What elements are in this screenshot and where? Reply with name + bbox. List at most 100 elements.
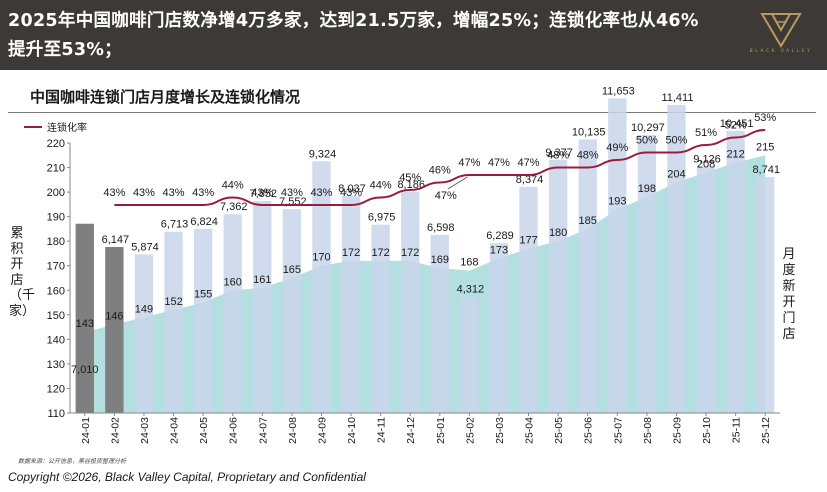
logo-text: BLACK VALLEY — [749, 49, 813, 54]
monthly-bar — [371, 224, 390, 413]
x-tick-label: 24-12 — [405, 417, 417, 444]
x-tick-label: 25-08 — [642, 417, 654, 444]
monthly-bar — [489, 243, 509, 413]
monthly-value-label: 9,377 — [545, 147, 573, 159]
y-tick-label: 120 — [47, 383, 65, 395]
chain-rate-label: 43% — [103, 187, 125, 199]
y-tick-label: 160 — [47, 285, 65, 297]
cumulative-value-label: 155 — [194, 289, 212, 301]
monthly-bar — [75, 223, 94, 413]
cumulative-value-label: 212 — [726, 149, 744, 161]
chain-rate-label: 47% — [458, 157, 480, 169]
cumulative-value-label: 172 — [371, 247, 389, 259]
copyright: Copyright ©2026, Black Valley Capital, P… — [8, 470, 366, 484]
x-tick-label: 24-10 — [346, 417, 358, 444]
chain-rate-label: 48% — [547, 150, 569, 162]
monthly-value-label: 10,451 — [720, 118, 754, 130]
x-tick-label: 25-12 — [760, 417, 772, 444]
cumulative-value-label: 180 — [549, 227, 567, 239]
x-tick-label: 25-09 — [671, 417, 683, 444]
chain-rate-label: 52% — [725, 120, 747, 132]
monthly-value-label: 6,824 — [190, 216, 218, 228]
x-tick-label: 24-05 — [198, 417, 210, 444]
x-tick-label: 25-10 — [701, 417, 713, 444]
x-tick-label: 25-04 — [524, 417, 536, 444]
headline: 2025年中国咖啡门店数净增4万多家，达到21.5万家，增幅25%；连锁化率也从… — [8, 11, 699, 60]
monthly-value-label: 6,147 — [102, 234, 130, 246]
y-tick-label: 140 — [47, 334, 65, 346]
monthly-value-label: 6,289 — [486, 230, 514, 242]
cumulative-value-label: 146 — [105, 311, 123, 323]
cumulative-area — [84, 155, 766, 414]
x-tick-label: 24-07 — [257, 417, 269, 444]
y-tick-label: 190 — [47, 212, 65, 224]
header-banner: 2025年中国咖啡门店数净增4万多家，达到21.5万家，增幅25%；连锁化率也从… — [0, 0, 827, 70]
chain-rate-label: 43% — [133, 187, 155, 199]
y-tick-label: 180 — [47, 236, 65, 248]
monthly-value-label: 6,713 — [161, 219, 189, 231]
cumulative-value-label: 172 — [401, 247, 419, 259]
cumulative-value-label: 204 — [667, 168, 685, 180]
monthly-value-label: 10,135 — [572, 126, 606, 138]
cumulative-value-label: 173 — [490, 244, 508, 256]
chain-rate-label: 47% — [488, 157, 510, 169]
monthly-bar — [696, 166, 716, 413]
y-tick-label: 220 — [47, 138, 65, 150]
y-tick-label: 210 — [47, 163, 65, 175]
y-axis-label-right: 月度新开门店 — [782, 247, 796, 342]
monthly-bar — [578, 139, 597, 414]
monthly-bar — [282, 209, 302, 413]
chain-rate-label: 44% — [222, 180, 244, 192]
monthly-value-label: 9,324 — [309, 148, 337, 160]
x-tick-label: 25-02 — [464, 417, 476, 444]
chain-rate-line — [114, 129, 766, 206]
y-tick-label: 130 — [47, 359, 65, 371]
y-axis-label-left: 累积开店（千家） — [9, 226, 36, 319]
chain-rate-label: 43% — [192, 187, 214, 199]
chain-rate-extra-label: 47% — [435, 190, 457, 202]
chain-rate-label: 50% — [636, 135, 658, 147]
chain-rate-label: 51% — [695, 127, 717, 139]
monthly-value-label: 8,037 — [338, 183, 366, 195]
monthly-bar — [667, 104, 686, 413]
monthly-value-label: 11,411 — [661, 92, 693, 104]
monthly-value-label: 6,598 — [427, 222, 455, 234]
x-tick-label: 24-03 — [139, 417, 151, 444]
chain-rate-label: 43% — [251, 187, 273, 199]
monthly-bar — [164, 231, 183, 413]
chain-rate-label: 43% — [163, 187, 185, 199]
monthly-value-label: 9,126 — [693, 154, 721, 166]
monthly-value-label: 4,312 — [457, 284, 485, 296]
cumulative-value-label: 169 — [431, 254, 449, 266]
cumulative-value-label: 168 — [460, 257, 478, 269]
monthly-value-label: 5,874 — [131, 241, 159, 253]
chain-rate-label: 44% — [370, 180, 392, 192]
monthly-bar — [519, 186, 538, 413]
chain-rate-label: 45% — [399, 172, 421, 184]
cumulative-value-label: 198 — [638, 183, 656, 195]
chain-rate-callout-line — [447, 176, 468, 190]
x-tick-label: 25-06 — [583, 417, 595, 444]
x-tick-label: 24-02 — [109, 417, 121, 444]
cumulative-value-label: 177 — [519, 235, 537, 247]
chain-rate-label: 43% — [281, 187, 303, 199]
monthly-bar — [637, 134, 657, 413]
chain-rate-label: 49% — [606, 142, 628, 154]
monthly-bar — [756, 176, 775, 413]
monthly-bar — [726, 130, 745, 413]
cumulative-value-label: 152 — [164, 296, 182, 308]
monthly-value-label: 6,975 — [368, 212, 396, 224]
chain-rate-label: 43% — [310, 187, 332, 199]
monthly-bar — [223, 214, 242, 413]
x-tick-label: 25-11 — [731, 417, 743, 443]
y-tick-label: 170 — [47, 261, 65, 273]
monthly-bar — [548, 159, 568, 413]
monthly-value-label: 7,852 — [250, 188, 278, 200]
monthly-bar — [430, 234, 449, 413]
chain-rate-label: 47% — [518, 157, 540, 169]
monthly-value-label: 8,374 — [516, 174, 544, 186]
chain-rate-label: 48% — [577, 150, 599, 162]
cumulative-value-label: 170 — [312, 252, 330, 264]
cumulative-value-label: 193 — [608, 195, 626, 207]
